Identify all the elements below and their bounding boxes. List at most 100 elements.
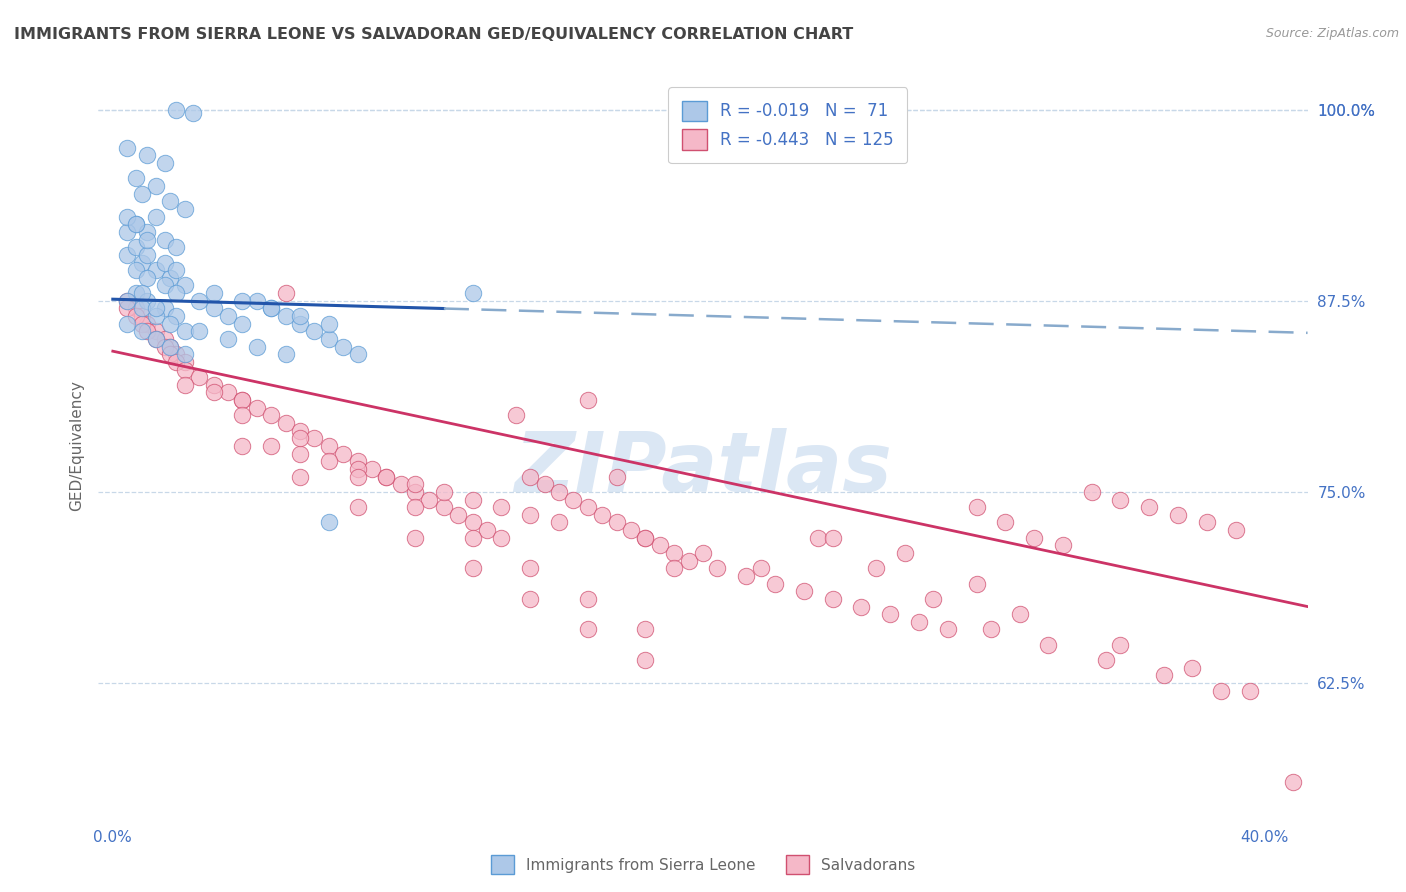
Point — [821, 531, 844, 545]
Point — [461, 561, 484, 575]
Point — [246, 293, 269, 308]
Point — [153, 301, 176, 316]
Point — [153, 278, 176, 293]
Point — [1038, 638, 1060, 652]
Point — [159, 317, 181, 331]
Point — [131, 301, 153, 316]
Point — [1095, 653, 1118, 667]
Point — [173, 377, 195, 392]
Point — [1282, 775, 1305, 789]
Point — [136, 225, 159, 239]
Point — [153, 332, 176, 346]
Point — [125, 301, 148, 316]
Point — [165, 355, 187, 369]
Point — [159, 340, 181, 354]
Point — [231, 439, 253, 453]
Point — [346, 347, 368, 361]
Point — [125, 286, 148, 301]
Point — [260, 301, 283, 316]
Point — [260, 301, 283, 316]
Point — [1167, 508, 1189, 522]
Point — [664, 546, 686, 560]
Point — [159, 194, 181, 209]
Point — [821, 591, 844, 606]
Point — [125, 217, 148, 231]
Point — [505, 409, 527, 423]
Point — [136, 324, 159, 338]
Point — [188, 370, 211, 384]
Point — [165, 240, 187, 254]
Point — [153, 233, 176, 247]
Point — [576, 623, 599, 637]
Point — [165, 309, 187, 323]
Point — [1109, 638, 1132, 652]
Point — [375, 469, 398, 483]
Point — [318, 454, 340, 468]
Point — [346, 462, 368, 476]
Point — [461, 492, 484, 507]
Point — [361, 462, 384, 476]
Point — [1137, 500, 1160, 515]
Point — [153, 156, 176, 170]
Point — [606, 516, 628, 530]
Point — [591, 508, 613, 522]
Point — [620, 523, 643, 537]
Point — [346, 454, 368, 468]
Y-axis label: GED/Equivalency: GED/Equivalency — [69, 381, 84, 511]
Point — [404, 484, 426, 499]
Point — [1008, 607, 1031, 622]
Point — [461, 531, 484, 545]
Point — [807, 531, 830, 545]
Point — [548, 516, 571, 530]
Point — [461, 516, 484, 530]
Point — [145, 210, 167, 224]
Point — [136, 270, 159, 285]
Point — [966, 576, 988, 591]
Point — [131, 324, 153, 338]
Point — [274, 416, 297, 430]
Point — [288, 317, 311, 331]
Point — [966, 500, 988, 515]
Point — [404, 477, 426, 491]
Point — [491, 531, 513, 545]
Point — [318, 439, 340, 453]
Point — [173, 202, 195, 216]
Point — [533, 477, 555, 491]
Point — [851, 599, 873, 614]
Point — [145, 324, 167, 338]
Point — [145, 332, 167, 346]
Point — [125, 217, 148, 231]
Text: IMMIGRANTS FROM SIERRA LEONE VS SALVADORAN GED/EQUIVALENCY CORRELATION CHART: IMMIGRANTS FROM SIERRA LEONE VS SALVADOR… — [14, 27, 853, 42]
Point — [260, 439, 283, 453]
Point — [936, 623, 959, 637]
Point — [188, 324, 211, 338]
Point — [125, 240, 148, 254]
Point — [115, 248, 138, 262]
Point — [145, 179, 167, 194]
Point — [202, 377, 225, 392]
Point — [115, 317, 138, 331]
Point — [1225, 523, 1247, 537]
Legend: R = -0.019   N =  71, R = -0.443   N = 125: R = -0.019 N = 71, R = -0.443 N = 125 — [668, 87, 907, 163]
Point — [288, 469, 311, 483]
Point — [136, 233, 159, 247]
Point — [576, 393, 599, 408]
Point — [231, 409, 253, 423]
Point — [692, 546, 714, 560]
Point — [879, 607, 901, 622]
Point — [749, 561, 772, 575]
Point — [433, 484, 456, 499]
Point — [606, 469, 628, 483]
Point — [664, 561, 686, 575]
Point — [159, 347, 181, 361]
Point — [634, 653, 657, 667]
Point — [318, 516, 340, 530]
Point — [131, 286, 153, 301]
Point — [274, 286, 297, 301]
Point — [173, 347, 195, 361]
Point — [1080, 484, 1102, 499]
Point — [246, 401, 269, 415]
Point — [304, 324, 326, 338]
Text: ZIPatlas: ZIPatlas — [515, 428, 891, 509]
Point — [165, 347, 187, 361]
